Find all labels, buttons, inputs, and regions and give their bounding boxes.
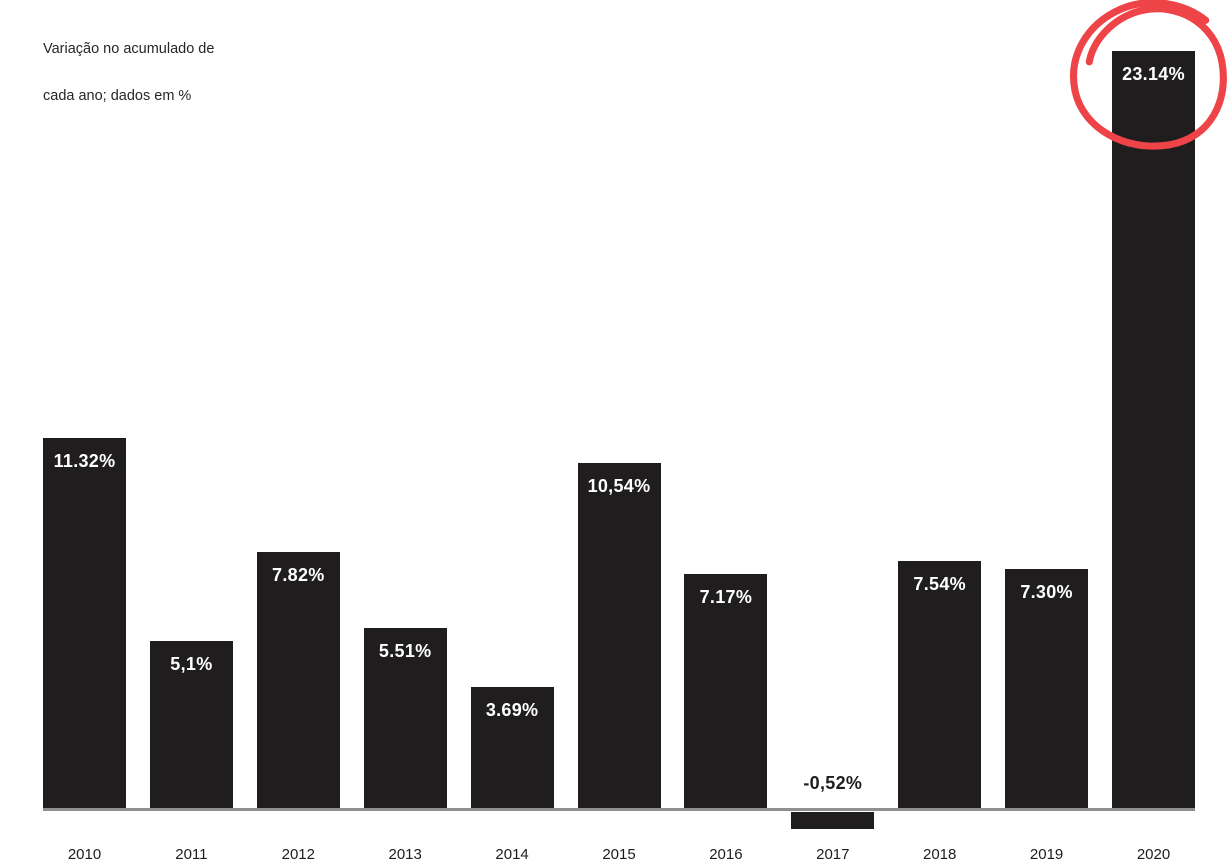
x-tick-label-2012: 2012 (281, 846, 315, 863)
chart-title-line-1: Variação no acumulado de (43, 41, 215, 57)
bar-value-label: 10,54% (587, 476, 651, 497)
bar-value-label: 23.14% (1122, 64, 1185, 85)
bar-value-label: 7.54% (913, 574, 966, 595)
bar-value-label: 7.82% (272, 565, 325, 586)
bar-2016: 7.17% (684, 573, 768, 808)
x-tick-label-2010: 2010 (67, 846, 102, 863)
x-tick-label-2013: 2013 (388, 846, 422, 863)
x-tick-label-2018: 2018 (923, 846, 957, 863)
bar-2010: 11.32% (43, 437, 126, 808)
bar-2019: 7.30% (1005, 569, 1089, 808)
chart-title: Variação no acumulado de cada ano; dados… (43, 42, 214, 135)
x-tick-label-2011: 2011 (175, 846, 208, 863)
x-tick-label-2019: 2019 (1029, 846, 1064, 863)
bar-2020: 23.14% (1112, 51, 1195, 808)
chart-title-line-2: cada ano; dados em % (43, 87, 192, 104)
bar-2018: 7.54% (898, 561, 982, 808)
x-tick-label-2015: 2015 (602, 846, 636, 863)
bar-2015: 10,54% (577, 463, 661, 808)
x-tick-label-2020: 2020 (1136, 846, 1171, 863)
x-tick-label-2014: 2014 (495, 846, 529, 863)
bar-value-label: 5.51% (378, 640, 432, 661)
x-axis-baseline (43, 808, 1195, 811)
bar-2013: 5.51% (363, 627, 447, 808)
bar-value-label: 11.32% (53, 450, 116, 471)
bar-2011: 5,1% (149, 641, 233, 808)
bar-value-label: 5,1% (170, 654, 213, 675)
bar-value-label: 3.69% (485, 700, 539, 721)
x-tick-label-2017: 2017 (816, 846, 850, 863)
x-tick-label-2016: 2016 (709, 846, 743, 863)
bar-2014: 3.69% (470, 687, 554, 808)
bar-value-label: 7.30% (1020, 582, 1073, 603)
bar-value-label-negative: -0,52% (803, 773, 863, 793)
bar-value-label: 7.17% (699, 586, 753, 607)
bar-2012: 7.82% (256, 552, 340, 808)
bar-2017 (791, 812, 875, 829)
